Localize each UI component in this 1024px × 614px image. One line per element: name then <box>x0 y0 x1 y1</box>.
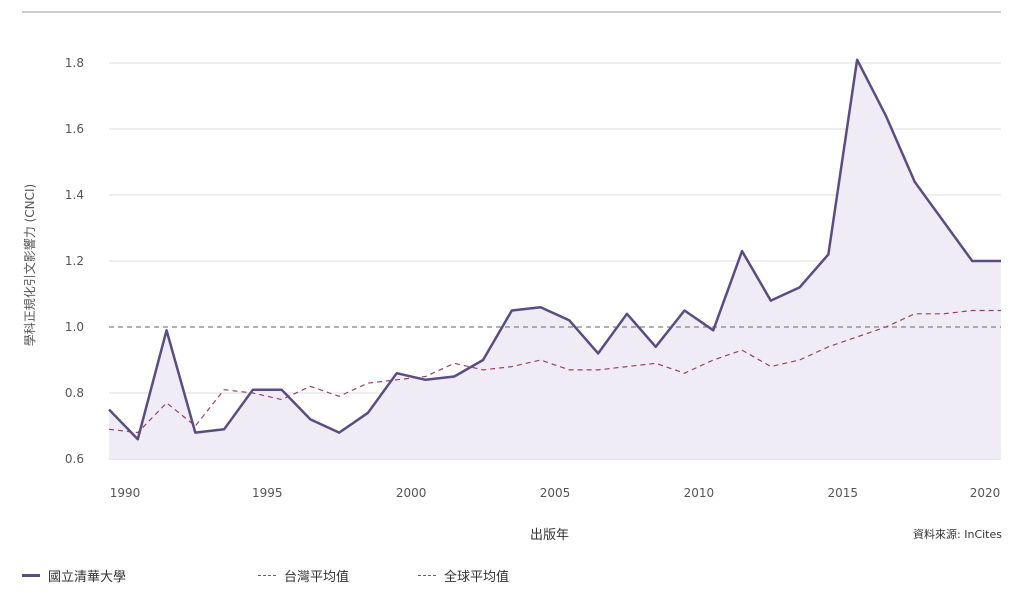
legend-item-taiwan: 台灣平均值 <box>258 566 418 585</box>
x-tick-label: 2005 <box>540 486 571 500</box>
x-tick-label: 1990 <box>110 486 141 500</box>
series-line-taiwan <box>108 309 1001 434</box>
x-axis-label: 出版年 <box>530 528 570 543</box>
series-lines <box>108 58 1001 441</box>
y-axis-label: 學科正規化引文影響力 (CNCI) <box>22 184 37 346</box>
x-tick-label: 2010 <box>684 486 715 500</box>
legend-swatch-dashed <box>258 575 276 576</box>
legend-item-global: 全球平均值 <box>418 566 509 585</box>
legend-label: 國立清華大學 <box>48 570 127 585</box>
legend-item-nthu: 國立清華大學 <box>22 566 258 585</box>
legend-swatch-dashed <box>418 575 436 576</box>
y-tick-label: 0.6 <box>65 452 84 466</box>
y-tick-label: 1.4 <box>65 188 84 202</box>
series-line-nthu <box>108 58 1001 441</box>
y-tick-labels: 0.6 0.8 1.0 1.2 1.4 1.6 1.8 <box>65 56 84 466</box>
legend: 國立清華大學 台灣平均值 全球平均值 <box>22 566 509 585</box>
y-tick-label: 1.6 <box>65 122 84 136</box>
y-tick-label: 1.0 <box>65 320 84 334</box>
legend-swatch-solid <box>22 574 40 577</box>
y-tick-label: 1.2 <box>65 254 84 268</box>
x-tick-label: 2000 <box>396 486 427 500</box>
y-tick-label: 1.8 <box>65 56 84 70</box>
legend-label: 全球平均值 <box>444 570 510 585</box>
x-tick-label: 2020 <box>970 486 1001 500</box>
x-tick-labels: 1990 1995 2000 2005 2010 2015 2020 <box>110 486 1001 500</box>
series-area-nthu <box>109 59 1001 459</box>
area-layer <box>109 59 1001 459</box>
y-tick-label: 0.8 <box>65 386 84 400</box>
x-tick-label: 2015 <box>827 486 858 500</box>
legend-label: 台灣平均值 <box>284 570 350 585</box>
source-note: 資料來源: InCites <box>913 528 1002 541</box>
x-tick-label: 1995 <box>252 486 283 500</box>
